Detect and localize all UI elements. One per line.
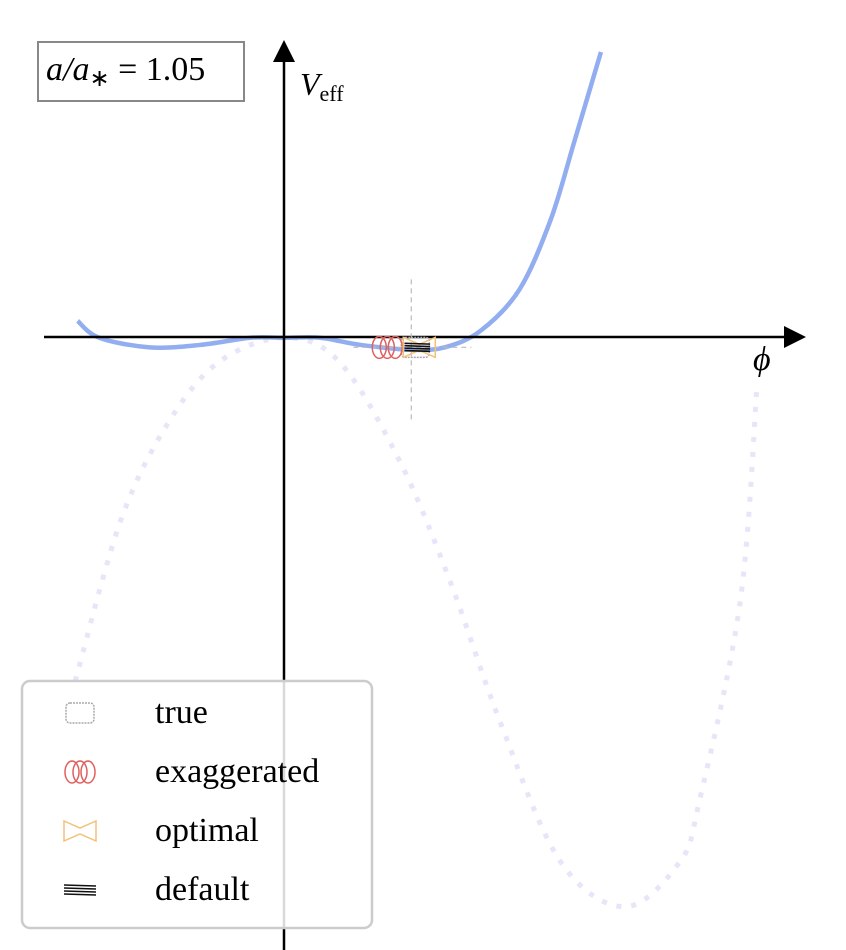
x-axis-label: ϕ	[753, 341, 771, 378]
icon-default	[63, 884, 97, 887]
annotation-sub: ∗	[89, 66, 109, 92]
icon-optimal	[63, 819, 97, 843]
annotation-rest: = 1.05	[110, 51, 206, 88]
trajectory-glyphs	[353, 279, 472, 420]
y-arrow	[273, 40, 295, 62]
legend-label: optimal	[155, 812, 259, 849]
icon-exaggerated	[72, 760, 88, 784]
icon-default	[404, 342, 431, 345]
legend-label: default	[155, 871, 250, 908]
icon-default	[404, 344, 431, 348]
curves	[72, 51, 760, 910]
icon-exaggerated	[379, 335, 396, 360]
icon-exaggerated	[371, 335, 388, 360]
icon-default	[404, 347, 431, 350]
icon-default	[404, 349, 431, 353]
y-label-main: V	[300, 66, 323, 102]
y-label-sub: eff	[320, 81, 345, 106]
icon-exaggerated	[64, 760, 80, 784]
legend-label: true	[155, 694, 208, 731]
legend-box	[20, 679, 374, 930]
icon-exaggerated	[387, 335, 404, 360]
icon-default	[63, 890, 97, 893]
y-axis-label: Veff	[300, 66, 344, 106]
legend-label: exaggerated	[155, 753, 319, 790]
icon-true	[65, 702, 95, 724]
annotation-box	[37, 41, 245, 102]
icon-default	[63, 887, 97, 890]
icon-exaggerated	[80, 760, 96, 784]
icon-default	[63, 893, 97, 896]
annotation: a/a∗ = 1.05	[46, 51, 205, 92]
legend: true exaggerated optimal default	[63, 694, 319, 908]
dotted-curve	[72, 335, 760, 910]
annotation-main: a/a	[46, 51, 89, 88]
potential-curve	[76, 51, 604, 353]
icon-true	[400, 336, 431, 359]
x-arrow	[784, 326, 806, 348]
